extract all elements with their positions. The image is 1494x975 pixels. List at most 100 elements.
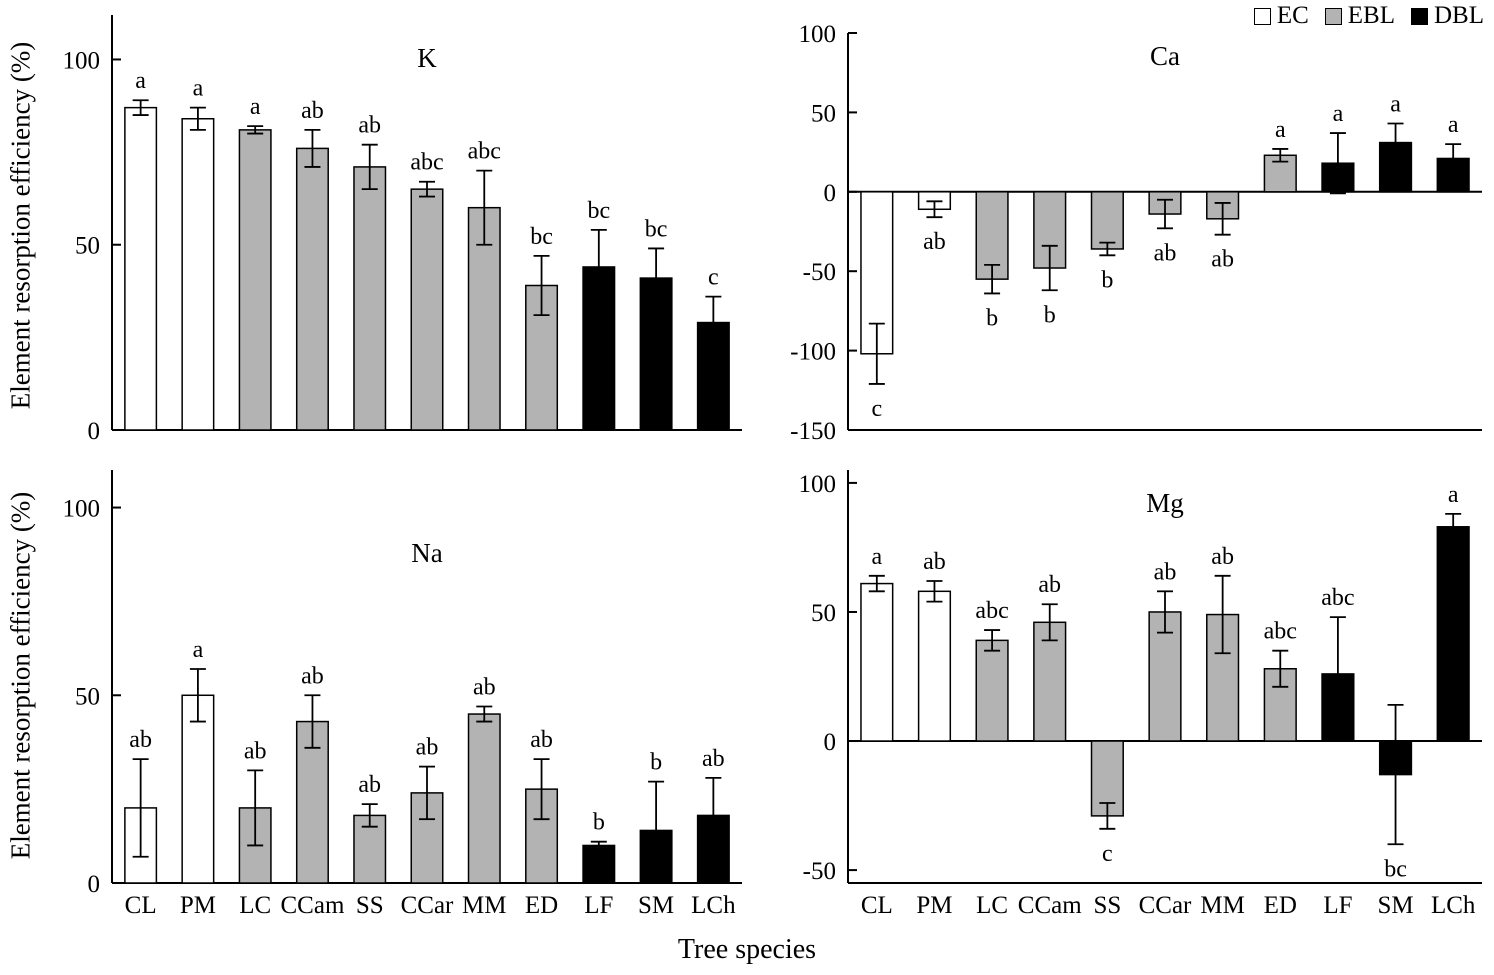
sig-label: b bbox=[986, 305, 998, 331]
y-axis-label-text: Element resorption efficiency (%) bbox=[5, 491, 36, 859]
sig-label: a bbox=[1333, 101, 1344, 127]
bar-k-PM bbox=[181, 118, 215, 431]
x-tick-label: ED bbox=[525, 892, 558, 919]
sig-label: bc bbox=[1384, 856, 1407, 882]
sig-label: a bbox=[1390, 92, 1401, 118]
sig-label: c bbox=[871, 396, 882, 422]
sig-label: ab bbox=[244, 738, 267, 764]
x-tick-label: MM bbox=[462, 892, 506, 919]
y-tick-label: 50 bbox=[75, 233, 100, 260]
sig-label: a bbox=[1448, 112, 1459, 138]
bar-k-LC bbox=[238, 129, 272, 431]
sig-label: ab bbox=[702, 746, 725, 772]
sig-label: ab bbox=[301, 98, 324, 124]
y-tick-label: 0 bbox=[88, 871, 101, 898]
sig-label: ab bbox=[1154, 559, 1177, 585]
sig-label: ab bbox=[923, 229, 946, 255]
sig-label: ab bbox=[301, 663, 324, 689]
x-tick-label: LCh bbox=[1431, 892, 1476, 919]
x-tick-label: LF bbox=[584, 892, 613, 919]
x-tick-label: SM bbox=[638, 892, 674, 919]
legend: EC EBL DBL bbox=[1253, 2, 1484, 30]
panel-title: Mg bbox=[1146, 488, 1184, 518]
x-tick-label: PM bbox=[916, 892, 952, 919]
x-tick-label: PM bbox=[180, 892, 216, 919]
sig-label: ab bbox=[1211, 544, 1234, 570]
sig-label: b bbox=[593, 810, 605, 836]
legend-label-dbl: DBL bbox=[1434, 2, 1484, 29]
bar-na-CCam bbox=[295, 720, 329, 884]
panel-mg: -50050100aCLabPMabcLCabCCamcSSabCCarabMM… bbox=[799, 470, 1482, 919]
sig-label: abc bbox=[1321, 585, 1354, 611]
legend-item-ec: EC bbox=[1253, 2, 1309, 30]
x-tick-label: CL bbox=[125, 892, 157, 919]
panel-ca: -150 -100 -50 0 50 100 c ab b b b ab ab a a a a Ca bbox=[790, 21, 1482, 445]
sig-label: a bbox=[193, 76, 204, 102]
y-tick-label: -50 bbox=[803, 858, 836, 885]
bar-k-CCar bbox=[410, 188, 444, 431]
y-tick-label: 50 bbox=[811, 600, 836, 627]
sig-label: abc bbox=[468, 139, 501, 165]
x-tick-label: LC bbox=[976, 892, 1008, 919]
sig-label: a bbox=[135, 68, 146, 94]
x-tick-label: MM bbox=[1200, 892, 1244, 919]
legend-label-ebl: EBL bbox=[1347, 2, 1395, 29]
sig-label: c bbox=[1102, 841, 1113, 867]
panel-k: 0 50 100 a a a ab ab abc abc bc bc bc c K bbox=[63, 15, 742, 445]
x-tick-label: CCam bbox=[1018, 892, 1082, 919]
y-tick-label: 100 bbox=[63, 47, 101, 74]
sig-label: a bbox=[1448, 482, 1459, 508]
sig-label: ab bbox=[473, 675, 496, 701]
y-tick-label: 0 bbox=[824, 180, 837, 207]
panel-title: Na bbox=[411, 538, 442, 568]
sig-label: b bbox=[1101, 267, 1113, 293]
y-tick-label: 50 bbox=[811, 100, 836, 127]
x-tick-label: CCam bbox=[281, 892, 345, 919]
sig-label: abc bbox=[410, 150, 443, 176]
bar-mg-CL bbox=[860, 582, 894, 742]
y-tick-label: 100 bbox=[799, 21, 837, 48]
bar-ca-SS bbox=[1090, 191, 1124, 250]
x-tick-label: SS bbox=[1093, 892, 1121, 919]
bar-k-CCam bbox=[295, 147, 329, 431]
x-tick-label: LC bbox=[239, 892, 271, 919]
sig-label: ab bbox=[1154, 240, 1177, 266]
bar-k-CL bbox=[124, 106, 158, 431]
sig-label: abc bbox=[975, 598, 1008, 624]
sig-label: ab bbox=[129, 727, 152, 753]
sig-label: ab bbox=[530, 727, 553, 753]
x-tick-label: SM bbox=[1377, 892, 1413, 919]
legend-swatch-ec bbox=[1253, 7, 1271, 25]
sig-label: bc bbox=[530, 224, 553, 250]
y-axis-label-text: Element resorption efficiency (%) bbox=[5, 41, 36, 409]
bar-mg-CCam bbox=[1033, 621, 1067, 742]
sig-label: ab bbox=[1038, 572, 1061, 598]
panel-title: K bbox=[417, 43, 437, 73]
sig-label: ab bbox=[358, 772, 381, 798]
legend-swatch-ebl bbox=[1324, 7, 1342, 25]
y-tick-label: 0 bbox=[824, 729, 837, 756]
x-tick-label: SS bbox=[356, 892, 384, 919]
legend-item-dbl: DBL bbox=[1411, 2, 1484, 30]
sig-label: a bbox=[193, 637, 204, 663]
y-axis-label-top-row: Element resorption efficiency (%) bbox=[4, 15, 38, 435]
legend-swatch-dbl bbox=[1411, 7, 1428, 25]
y-tick-label: 100 bbox=[63, 496, 101, 523]
sig-label: b bbox=[650, 750, 662, 776]
y-tick-label: -100 bbox=[790, 339, 836, 366]
bar-mg-PM bbox=[917, 590, 952, 742]
x-tick-label: LCh bbox=[691, 892, 736, 919]
bar-na-LF bbox=[582, 844, 616, 884]
y-tick-label: -50 bbox=[803, 259, 836, 286]
bar-mg-LCh bbox=[1436, 526, 1470, 742]
legend-label-ec: EC bbox=[1276, 2, 1309, 29]
sig-label: a bbox=[250, 94, 261, 120]
sig-label: abc bbox=[1264, 619, 1297, 645]
sig-label: c bbox=[708, 265, 719, 291]
y-tick-label: 0 bbox=[88, 418, 101, 445]
bar-k-SS bbox=[353, 166, 387, 431]
sig-label: a bbox=[871, 544, 882, 570]
sig-label: ab bbox=[416, 735, 439, 761]
y-tick-label: -150 bbox=[790, 418, 836, 445]
